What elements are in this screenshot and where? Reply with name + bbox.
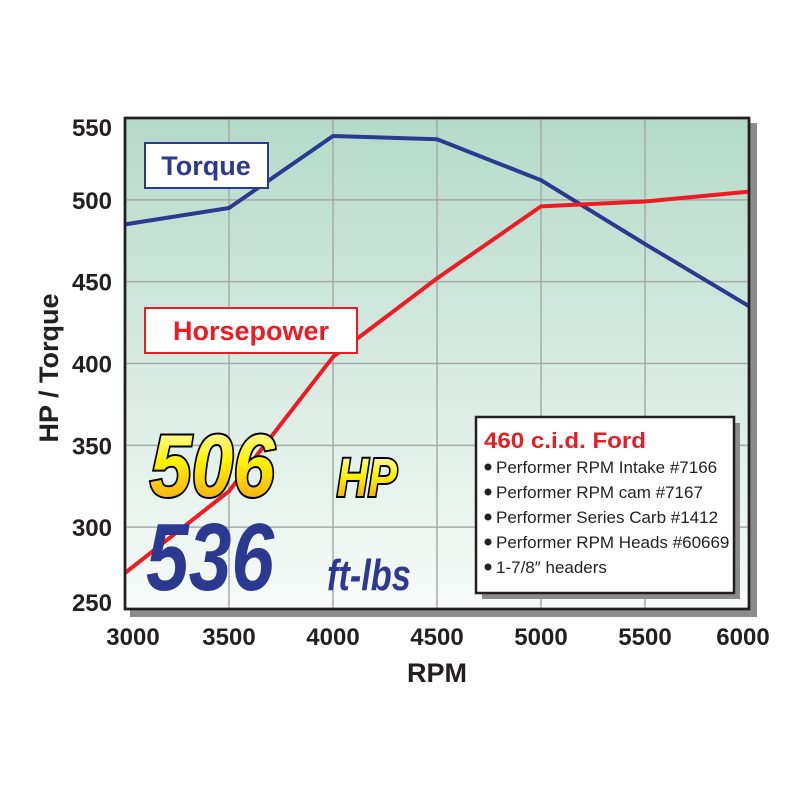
bullet-icon <box>484 488 492 496</box>
info-item: Performer RPM Intake #7166 <box>496 458 717 477</box>
y-tick-label: 350 <box>72 433 112 460</box>
info-item: Performer Series Carb #1412 <box>496 508 718 527</box>
info-box: 460 c.i.d. Ford Performer RPM Intake #71… <box>474 415 740 599</box>
x-tick-label: 4500 <box>410 624 463 651</box>
y-tick-label: 450 <box>72 270 112 297</box>
info-item: 1-7/8″ headers <box>496 558 607 577</box>
svg-text:536: 536 <box>146 504 275 611</box>
y-tick-label: 250 <box>72 590 112 617</box>
x-axis-title: RPM <box>407 658 467 688</box>
y-tick-label: 500 <box>72 188 112 215</box>
x-tick-label: 3000 <box>106 624 159 651</box>
x-tick-label: 4000 <box>306 624 359 651</box>
svg-text:Torque: Torque <box>161 151 251 181</box>
torque-callout: 536 ft-lbs <box>146 504 411 611</box>
legend-horsepower: Horsepower <box>144 307 358 354</box>
y-tick-label: 300 <box>72 515 112 542</box>
plot-border <box>123 116 751 611</box>
svg-text:HP: HP <box>337 449 397 509</box>
bullet-icon <box>484 463 492 471</box>
bullet-icon <box>484 538 492 546</box>
legend-torque: Torque <box>144 142 269 189</box>
bullet-icon <box>484 563 492 571</box>
y-tick-labels: 550 500 450 400 350 300 250 <box>72 115 112 617</box>
svg-text:ft-lbs: ft-lbs <box>327 551 411 600</box>
hp-callout: 506 HP <box>148 415 399 517</box>
x-tick-label: 5500 <box>618 624 671 651</box>
x-tick-label: 3500 <box>202 624 255 651</box>
svg-text:506: 506 <box>150 417 275 515</box>
svg-text:Horsepower: Horsepower <box>173 316 330 346</box>
bullet-icon <box>484 513 492 521</box>
x-tick-label: 6000 <box>716 624 769 651</box>
x-tick-label: 5000 <box>514 624 567 651</box>
y-axis-title: HP / Torque <box>34 293 64 442</box>
info-item: Performer RPM cam #7167 <box>496 483 703 502</box>
y-tick-label: 550 <box>72 115 112 142</box>
info-title: 460 c.i.d. Ford <box>484 428 646 453</box>
info-item: Performer RPM Heads #60669 <box>496 533 729 552</box>
x-tick-labels: 3000 3500 4000 4500 5000 5500 6000 <box>106 624 769 651</box>
y-tick-label: 400 <box>72 352 112 379</box>
